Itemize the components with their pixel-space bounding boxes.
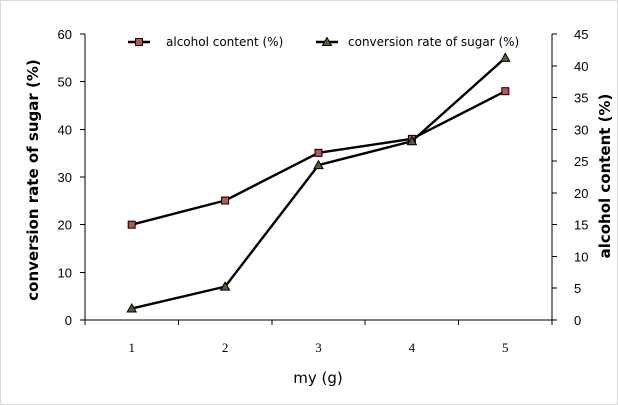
y-right-tick-label: 25: [574, 154, 588, 169]
y-left-tick-label: 30: [58, 170, 72, 185]
x-tick-labels: 1 2 3 4 5: [128, 340, 508, 355]
y-right-tick-label: 30: [574, 122, 588, 137]
data-point-square: [127, 220, 136, 229]
y-right-tick-label: 10: [574, 249, 588, 264]
legend-label-sugar: conversion rate of sugar (%): [348, 35, 519, 49]
data-point-triangle: [499, 52, 511, 62]
legend-marker-triangle: [321, 36, 333, 46]
y-left-ticks: [80, 33, 85, 321]
data-point-triangle: [406, 135, 418, 146]
y-right-tick-label: 45: [574, 27, 588, 42]
y-right-ticks: [552, 33, 557, 321]
y-right-tick-label: 20: [574, 186, 588, 201]
legend-item-alcohol: alcohol content (%): [128, 35, 283, 49]
x-axis: 1 2 3 4 5: [84, 319, 553, 355]
y-axis-right: 0 5 10 15 20 25 30 35 40 45: [551, 27, 588, 328]
x-tick-label: 4: [409, 340, 416, 355]
data-point-triangle: [126, 303, 138, 313]
y-left-tick-label: 40: [58, 122, 72, 137]
y-left-tick-label: 60: [58, 27, 72, 42]
legend-label-alcohol: alcohol content (%): [166, 35, 283, 49]
x-axis-title: my (g): [293, 369, 342, 387]
y-right-tick-labels: 0 5 10 15 20 25 30 35 40 45: [574, 27, 588, 328]
y-right-tick-label: 0: [574, 313, 581, 328]
legend: alcohol content (%) conversion rate of s…: [128, 35, 519, 49]
y-left-tick-label: 50: [58, 75, 72, 90]
legend-marker-square: [135, 38, 143, 46]
y-left-tick-labels: 0 10 20 30 40 50 60: [58, 27, 72, 328]
data-point-square: [314, 148, 323, 157]
y-axis-right-title: alcohol content (%): [596, 94, 614, 259]
x-ticks: [84, 320, 553, 325]
series-conversion-rate: [126, 52, 511, 313]
y-left-tick-label: 10: [58, 265, 72, 280]
series-layer: [126, 52, 511, 313]
y-right-tick-label: 35: [574, 91, 588, 106]
data-point-square: [221, 196, 230, 205]
data-point-triangle: [219, 281, 231, 291]
x-tick-label: 2: [222, 340, 229, 355]
x-tick-label: 5: [502, 340, 509, 355]
x-tick-label: 1: [128, 340, 135, 355]
y-right-tick-label: 15: [574, 218, 588, 233]
legend-item-sugar: conversion rate of sugar (%): [316, 35, 519, 49]
y-left-tick-label: 0: [65, 313, 72, 328]
y-right-tick-label: 40: [574, 59, 588, 74]
y-axis-left-title: conversion rate of sugar (%): [24, 59, 42, 300]
y-axis-left: 0 10 20 30 40 50 60: [58, 27, 86, 328]
data-point-square: [501, 87, 510, 96]
y-right-tick-label: 5: [574, 281, 581, 296]
data-point-triangle: [313, 159, 324, 170]
x-tick-label: 3: [315, 340, 322, 355]
y-left-tick-label: 20: [58, 218, 72, 233]
